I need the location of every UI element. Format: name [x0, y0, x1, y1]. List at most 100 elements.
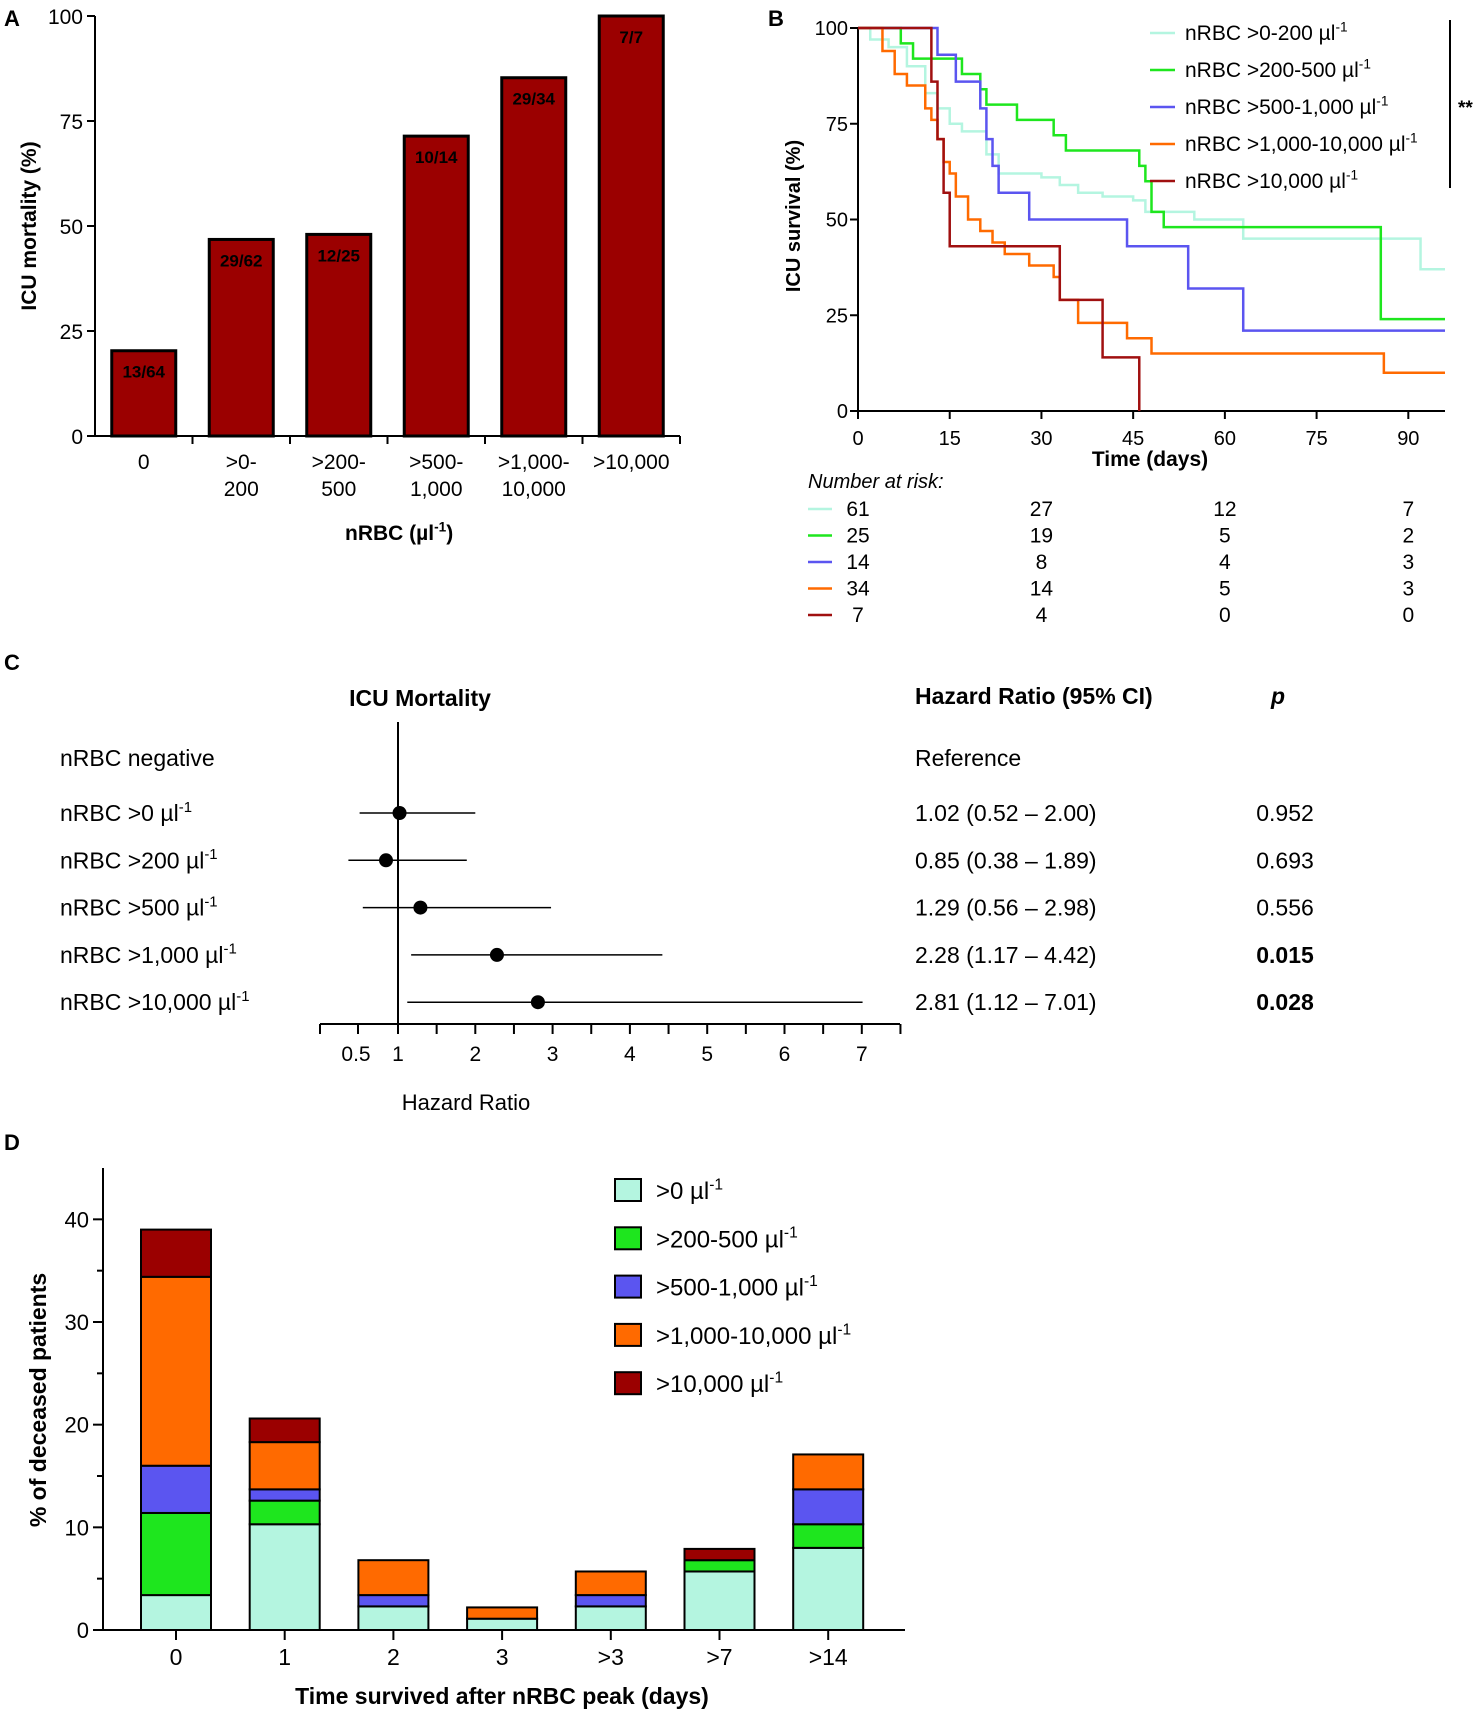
legend-label: >10,000 µl-1 — [656, 1370, 783, 1399]
x-tick-label: 1 — [392, 1043, 404, 1066]
hr-point — [489, 947, 504, 962]
x-tick-label: >7 — [706, 1644, 732, 1670]
risk-count: 5 — [1219, 578, 1231, 601]
x-tick-label: 1,000 — [410, 478, 463, 501]
bar — [402, 134, 470, 438]
x-tick-label: >200- — [312, 451, 366, 474]
x-tick-label: 30 — [1030, 428, 1052, 450]
row-label: nRBC >1,000 µl-1 — [60, 941, 237, 968]
risk-count: 7 — [1402, 498, 1414, 521]
hr-text: 2.28 (1.17 – 4.42) — [915, 942, 1097, 968]
hr-column-title: Hazard Ratio (95% CI) — [915, 683, 1153, 709]
y-tick-label: 0 — [77, 1618, 89, 1643]
x-tick-label: 0 — [138, 451, 150, 474]
x-tick-label: >3 — [598, 1644, 624, 1670]
x-tick-label: >14 — [809, 1644, 848, 1670]
x-tick-label: 10,000 — [502, 478, 566, 501]
x-tick-label: >1,000- — [498, 451, 570, 474]
x-tick-label: 45 — [1122, 428, 1144, 450]
risk-count: 2 — [1402, 525, 1414, 548]
stacked-bar-segment — [683, 1559, 756, 1573]
panel-letter-d: D — [4, 1130, 20, 1155]
bar — [207, 237, 275, 438]
reference-text: Reference — [915, 745, 1021, 771]
legend-label: nRBC >1,000-10,000 µl-1 — [1185, 131, 1418, 156]
x-tick-label: 4 — [624, 1043, 636, 1066]
risk-count: 25 — [846, 525, 869, 548]
legend-label: >1,000-10,000 µl-1 — [656, 1321, 851, 1350]
legend-label: nRBC >200-500 µl-1 — [1185, 57, 1371, 82]
risk-count: 5 — [1219, 525, 1231, 548]
x-tick-label: 2 — [469, 1043, 481, 1066]
stacked-bar-segment — [792, 1453, 865, 1491]
legend-swatch — [614, 1274, 642, 1299]
y-tick-label: 75 — [826, 114, 848, 136]
risk-count: 0 — [1219, 604, 1231, 627]
legend-label: nRBC >0-200 µl-1 — [1185, 20, 1348, 45]
hr-point — [530, 995, 545, 1010]
x-tick-label: 3 — [547, 1043, 559, 1066]
row-label: nRBC >200 µl-1 — [60, 846, 218, 873]
y-tick-label: 50 — [60, 216, 83, 239]
stacked-bar-segment — [683, 1570, 756, 1631]
bar-value-label: 29/34 — [512, 90, 555, 109]
stacked-bar-segment — [466, 1617, 539, 1631]
stacked-bar-segment — [574, 1605, 647, 1632]
x-axis-title: Hazard Ratio — [402, 1090, 530, 1115]
significance-label: ** — [1458, 98, 1473, 119]
x-tick-label: 7 — [856, 1043, 868, 1066]
risk-count: 12 — [1213, 498, 1236, 521]
stacked-bar-segment — [357, 1605, 430, 1632]
row-label: nRBC >0 µl-1 — [60, 799, 192, 826]
x-tick-label: >500- — [409, 451, 463, 474]
legend-label: >500-1,000 µl-1 — [656, 1273, 818, 1302]
y-tick-label: 50 — [826, 210, 848, 232]
risk-count: 3 — [1402, 578, 1414, 601]
risk-count: 8 — [1036, 551, 1048, 574]
stacked-bar-segment — [248, 1523, 321, 1631]
survival-curve — [858, 26, 1445, 321]
legend-swatch — [614, 1226, 642, 1251]
hr-text: 2.81 (1.12 – 7.01) — [915, 989, 1097, 1015]
x-tick-label: 15 — [939, 428, 961, 450]
risk-count: 34 — [846, 578, 870, 601]
stacked-bar-segment — [792, 1546, 865, 1632]
stacked-bar-segment — [357, 1594, 430, 1608]
panel-letter-c: C — [4, 650, 20, 675]
legend-swatch — [614, 1322, 642, 1347]
x-tick-label: 200 — [224, 478, 259, 501]
y-axis-title: ICU mortality (%) — [18, 141, 41, 310]
x-tick-label: 0 — [852, 428, 863, 450]
bar — [110, 349, 178, 438]
survival-curve — [858, 26, 1445, 374]
x-axis-title: nRBC (µl-1) — [345, 520, 453, 545]
y-tick-label: 75 — [60, 111, 83, 134]
y-axis-title: % of deceased patients — [25, 1273, 51, 1527]
panel-letter-b: B — [768, 6, 784, 31]
x-tick-label: 0 — [170, 1644, 183, 1670]
y-tick-label: 25 — [60, 321, 83, 344]
stacked-bar-segment — [792, 1523, 865, 1549]
x-tick-label: 3 — [496, 1644, 509, 1670]
risk-count: 7 — [852, 604, 864, 627]
risk-count: 14 — [1030, 578, 1054, 601]
stacked-bar-segment — [792, 1488, 865, 1526]
stacked-bar-segment — [574, 1570, 647, 1597]
hr-point — [379, 853, 393, 868]
hr-text: 1.29 (0.56 – 2.98) — [915, 895, 1097, 921]
stacked-bar-segment — [140, 1464, 212, 1514]
x-tick-label: >0- — [226, 451, 257, 474]
stacked-bar-segment — [683, 1547, 756, 1562]
risk-table-title: Number at risk: — [808, 471, 944, 493]
row-label: nRBC >500 µl-1 — [60, 893, 218, 920]
stacked-bar-segment — [248, 1488, 321, 1502]
p-value: 0.015 — [1256, 942, 1314, 968]
x-tick-label: 2 — [387, 1644, 400, 1670]
bar — [500, 76, 568, 438]
bar-value-label: 10/14 — [415, 148, 458, 167]
survival-curve — [858, 26, 1445, 332]
bar — [305, 232, 373, 438]
stacked-bar-segment — [140, 1228, 212, 1278]
